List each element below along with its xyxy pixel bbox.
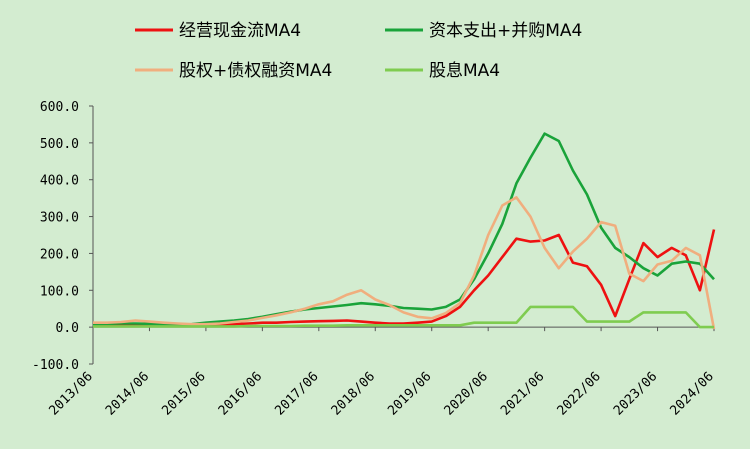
x-tick-label: 2020/06 [442,369,491,418]
y-tick-label: 100.0 [40,284,79,299]
y-tick-label: 0.0 [56,321,79,336]
x-tick-label: 2019/06 [385,369,434,418]
y-axis: 600.0 500.0 400.0 300.0 200.0 100.0 0.0 -100.0 [32,100,94,373]
x-tick-label: 2014/06 [103,369,152,418]
plot-area [92,132,716,330]
x-tick-label: 2017/06 [272,369,321,418]
legend-label: 股息MA4 [429,61,500,81]
y-tick-label: -100.0 [32,358,79,373]
x-tick-label: 2023/06 [611,369,660,418]
legend-label: 经营现金流MA4 [179,21,301,41]
x-tick-label: 2018/06 [329,369,378,418]
y-tick-label: 600.0 [40,100,79,115]
series-line-3 [93,196,716,330]
x-tick-label: 2016/06 [216,369,265,418]
x-tick-label: 2013/06 [46,369,95,418]
y-tick-label: 200.0 [40,247,79,262]
x-tick-label: 2022/06 [555,369,604,418]
series-line-4 [93,305,714,329]
x-tick-label: 2021/06 [498,369,547,418]
x-tick-label: 2024/06 [667,369,716,418]
series-line-2 [92,132,715,327]
x-tick-label: 2015/06 [159,369,208,418]
y-tick-label: 500.0 [40,137,79,152]
legend-label: 资本支出+并购MA4 [429,21,582,41]
y-tick-label: 300.0 [40,211,79,226]
y-tick-label: 400.0 [40,174,79,189]
legend: 经营现金流MA4 资本支出+并购MA4 股权+债权融资MA4 股息MA4 [135,21,582,81]
x-axis: 2013/06 2014/06 2015/06 2016/06 2017/06 2018/… [46,326,717,419]
legend-label: 股权+债权融资MA4 [179,61,332,81]
